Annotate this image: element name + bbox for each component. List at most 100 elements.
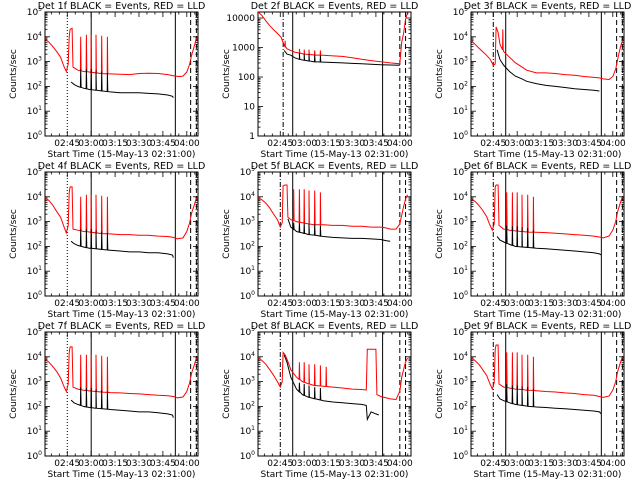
y-tick-label: 104 (27, 191, 42, 203)
y-axis-label: Counts/sec (9, 369, 19, 419)
y-tick-label-base: 10 (240, 193, 252, 203)
panel-det3f: Det 3f BLACK = Events, RED = LLD10010110… (435, 1, 631, 160)
events-series-line (70, 69, 174, 98)
x-tick-label: 03:45 (363, 139, 389, 149)
y-tick-label-exponent: 4 (464, 351, 468, 358)
y-tick-label: 102 (453, 240, 468, 252)
x-axis-label: Start Time (15-May-13 02:31:00) (48, 310, 196, 320)
x-tick-label: 02:45 (54, 139, 80, 149)
y-tick-label-base: 10 (27, 427, 39, 437)
x-tick-label: 04:00 (600, 299, 626, 309)
y-tick-label-base: 10 (27, 8, 39, 18)
y-tick-label: 104 (240, 191, 255, 203)
y-tick-label-base: 1000 (232, 44, 255, 54)
y-tick-label: 105 (453, 6, 468, 18)
panel-det9f: Det 9f BLACK = Events, RED = LLD10010110… (435, 321, 631, 480)
lld-series-line (470, 26, 623, 81)
y-tick-label: 105 (27, 166, 42, 178)
y-tick-label-exponent: 2 (251, 240, 255, 247)
y-tick-label-exponent: 1 (464, 265, 468, 272)
y-tick-label: 104 (453, 191, 468, 203)
y-tick-label-exponent: 3 (38, 216, 42, 223)
y-tick-label: 101 (27, 265, 42, 277)
plot-frame (44, 331, 199, 457)
y-tick-label: 103 (240, 216, 255, 228)
y-tick-label-exponent: 1 (38, 265, 42, 272)
y-tick-label: 100 (238, 73, 255, 83)
x-tick-label: 03:15 (315, 459, 341, 469)
y-tick-label-exponent: 0 (464, 290, 468, 297)
y-tick-label-exponent: 0 (251, 450, 255, 457)
y-tick-label-exponent: 1 (251, 265, 255, 272)
y-tick-label-base: 10 (453, 168, 465, 178)
y-axis-label: Counts/sec (222, 49, 232, 99)
y-tick-label: 10000 (226, 14, 255, 24)
y-tick-label-base: 10 (27, 452, 39, 462)
x-tick-label: 02:45 (267, 299, 293, 309)
y-tick-label: 100 (27, 450, 42, 462)
x-tick-label: 02:45 (480, 459, 506, 469)
y-tick-label-base: 10 (453, 378, 465, 388)
y-tick-label-base: 10 (240, 452, 252, 462)
x-tick-label: 03:45 (150, 299, 176, 309)
lld-series-line (45, 186, 197, 240)
panel-det7f: Det 7f BLACK = Events, RED = LLD10010110… (9, 321, 205, 480)
x-tick-label: 03:45 (576, 139, 602, 149)
y-tick-label-base: 10 (453, 132, 465, 142)
x-tick-label: 03:00 (291, 459, 317, 469)
y-tick-label: 101 (453, 425, 468, 437)
y-tick-label: 103 (27, 56, 42, 68)
y-tick-label: 100 (240, 450, 255, 462)
x-tick-label: 04:00 (600, 139, 626, 149)
y-tick-label: 104 (27, 31, 42, 43)
x-tick-label: 03:00 (291, 299, 317, 309)
y-tick-label-base: 10 (27, 378, 39, 388)
x-tick-label: 03:15 (528, 299, 554, 309)
x-tick-label: 03:30 (339, 459, 365, 469)
panel-title: Det 7f BLACK = Events, RED = LLD (38, 321, 206, 332)
y-tick-label-base: 10 (453, 267, 465, 277)
x-tick-label: 04:00 (600, 459, 626, 469)
y-tick-label: 101 (453, 105, 468, 117)
y-tick-label-base: 10 (27, 193, 39, 203)
y-tick-label-exponent: 5 (38, 326, 42, 333)
x-tick-label: 03:45 (150, 139, 176, 149)
x-tick-label: 04:00 (174, 299, 200, 309)
y-tick-label: 101 (27, 425, 42, 437)
y-tick-label: 101 (27, 105, 42, 117)
y-tick-label-base: 10 (27, 82, 39, 92)
x-tick-label: 03:45 (150, 459, 176, 469)
y-tick-label: 102 (27, 400, 42, 412)
x-tick-label: 03:15 (102, 139, 128, 149)
y-tick-label-exponent: 3 (464, 56, 468, 63)
y-tick-label-base: 10 (453, 452, 465, 462)
y-tick-label-exponent: 5 (251, 166, 255, 173)
y-tick-label-exponent: 0 (38, 130, 42, 137)
y-tick-label-base: 1 (249, 132, 255, 142)
y-tick-label-exponent: 0 (38, 290, 42, 297)
plot-frame (257, 11, 412, 137)
y-tick-label-base: 10 (453, 8, 465, 18)
lld-series-line (44, 27, 197, 78)
y-tick-label-base: 100 (238, 73, 255, 83)
y-tick-label: 102 (27, 240, 42, 252)
y-tick-label-base: 10 (453, 58, 465, 68)
y-tick-label-exponent: 1 (464, 425, 468, 432)
y-tick-label: 103 (27, 216, 42, 228)
y-tick-label-base: 10 (453, 218, 465, 228)
y-tick-label: 104 (27, 351, 42, 363)
panel-title: Det 3f BLACK = Events, RED = LLD (464, 1, 632, 12)
y-tick-label-exponent: 5 (464, 166, 468, 173)
x-tick-label: 02:45 (267, 139, 293, 149)
plot-frame (470, 171, 625, 297)
y-axis-label: Counts/sec (222, 209, 232, 259)
x-tick-label: 03:00 (504, 459, 530, 469)
x-axis-label: Start Time (15-May-13 02:31:00) (261, 150, 409, 160)
y-tick-label: 105 (453, 326, 468, 338)
y-tick-label: 103 (453, 56, 468, 68)
y-tick-label-base: 10 (453, 292, 465, 302)
panel-det5f: Det 5f BLACK = Events, RED = LLD10010110… (222, 161, 418, 320)
y-tick-label: 105 (27, 6, 42, 18)
y-tick-label: 105 (453, 166, 468, 178)
x-tick-label: 03:15 (102, 299, 128, 309)
